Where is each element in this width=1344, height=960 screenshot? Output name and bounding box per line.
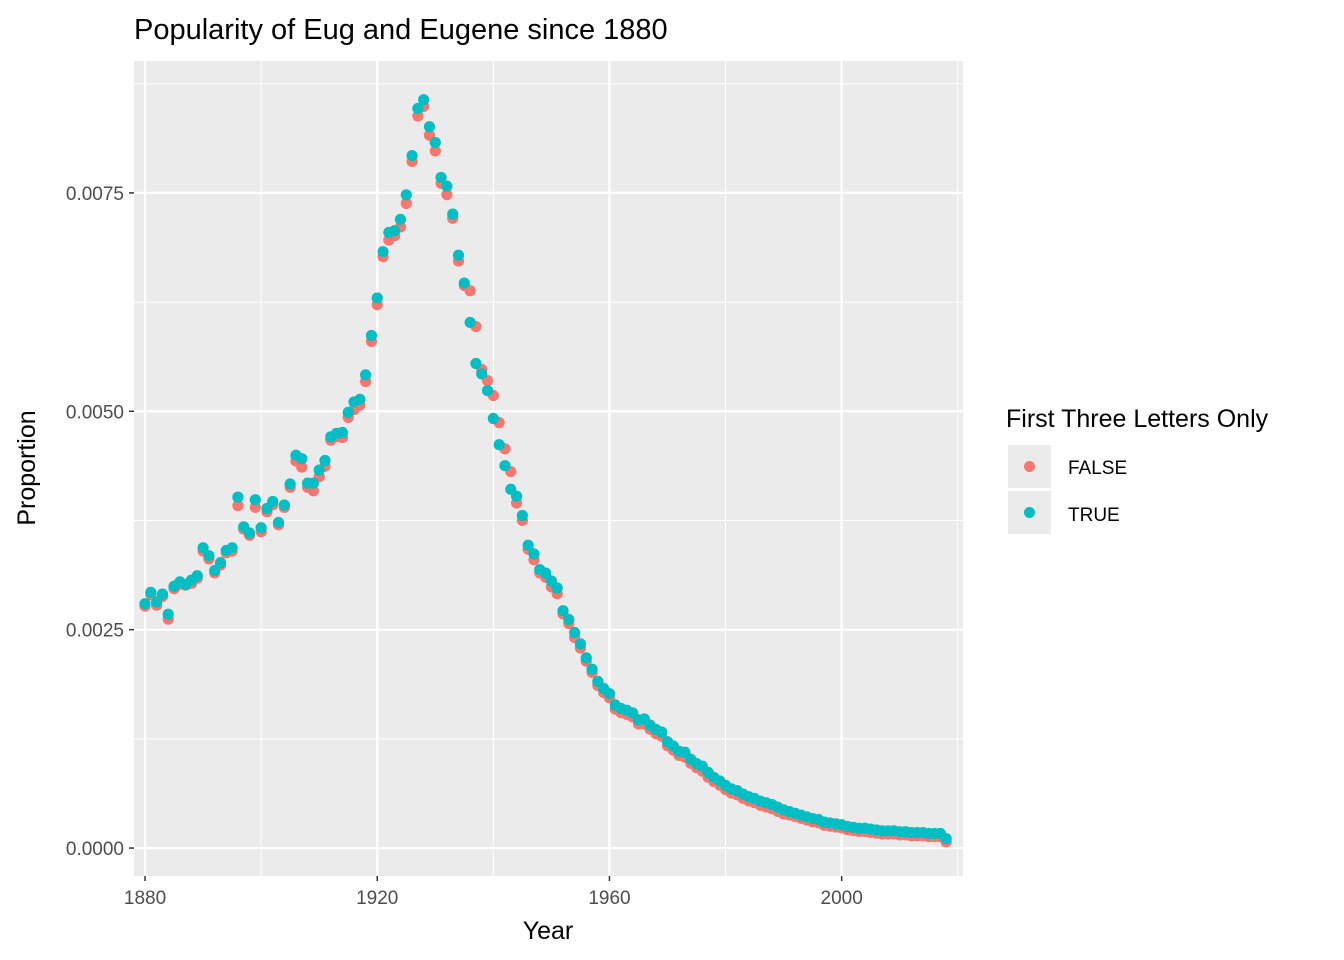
- point-true: [191, 570, 203, 582]
- chart-title: Popularity of Eug and Eugene since 1880: [134, 14, 668, 46]
- point-false: [296, 461, 308, 473]
- point-true: [377, 246, 389, 258]
- point-true: [272, 516, 285, 529]
- legend-key-true-point: [1024, 507, 1035, 518]
- point-true: [360, 369, 372, 381]
- point-true: [458, 277, 470, 289]
- point-true: [226, 542, 238, 554]
- point-true: [284, 478, 296, 490]
- point-true: [510, 490, 523, 502]
- point-true: [586, 663, 598, 675]
- major-gridlines: [134, 61, 963, 876]
- y-tick-label: 0.0025: [66, 621, 124, 642]
- point-true: [499, 460, 511, 472]
- point-true: [296, 453, 308, 465]
- x-axis: 1880 1920 1960 2000: [124, 876, 863, 909]
- x-tick-label: 1920: [356, 888, 398, 909]
- y-tick-label: 0.0000: [66, 839, 124, 860]
- point-true: [603, 688, 616, 700]
- point-false: [232, 500, 244, 512]
- point-true: [429, 136, 441, 149]
- point-true: [371, 292, 383, 304]
- point-true: [267, 495, 279, 508]
- point-true: [528, 548, 540, 560]
- point-true: [412, 102, 424, 115]
- legend-title: First Three Letters Only: [1006, 405, 1269, 433]
- x-tick-label: 2000: [821, 888, 863, 909]
- point-true: [423, 121, 436, 133]
- point-true: [580, 652, 592, 664]
- point-false: [400, 197, 412, 209]
- y-axis: 0.0000 0.0025 0.0050 0.0075: [66, 184, 134, 860]
- data-points: [139, 94, 952, 848]
- point-true: [569, 626, 581, 639]
- point-true: [249, 494, 261, 506]
- x-axis-title: Year: [523, 917, 574, 945]
- point-true: [319, 454, 331, 467]
- y-tick-label: 0.0075: [66, 184, 124, 205]
- point-true: [441, 180, 453, 192]
- point-false: [441, 189, 453, 201]
- y-tick-label: 0.0050: [66, 402, 124, 423]
- legend-label-false: FALSE: [1068, 458, 1127, 479]
- point-true: [243, 527, 256, 539]
- point-true: [940, 833, 952, 845]
- minor-gridlines: [134, 61, 963, 876]
- point-true: [464, 316, 476, 329]
- point-true: [209, 564, 221, 577]
- point-true: [255, 522, 267, 534]
- point-true: [278, 499, 290, 511]
- point-true: [214, 557, 227, 569]
- point-true: [452, 249, 465, 261]
- point-true: [232, 491, 244, 503]
- point-true: [418, 94, 430, 106]
- point-true: [342, 406, 354, 419]
- point-true: [313, 464, 325, 476]
- point-true: [394, 213, 407, 225]
- point-true: [522, 539, 534, 551]
- point-false: [464, 285, 476, 297]
- point-true: [151, 596, 163, 608]
- point-true: [365, 329, 378, 342]
- point-true: [481, 384, 494, 397]
- point-true: [470, 357, 482, 370]
- point-true: [487, 412, 499, 425]
- point-true: [557, 605, 569, 617]
- point-true: [563, 613, 575, 626]
- point-true: [139, 598, 151, 610]
- point-true: [197, 542, 209, 554]
- point-true: [551, 582, 563, 594]
- point-true: [476, 368, 488, 380]
- point-true: [389, 225, 401, 237]
- legend-key-false-point: [1024, 461, 1035, 472]
- point-true: [307, 477, 319, 489]
- point-true: [336, 426, 349, 439]
- x-tick-label: 1880: [124, 888, 166, 909]
- point-true: [447, 208, 459, 220]
- point-true: [145, 586, 157, 598]
- point-true: [406, 149, 418, 162]
- point-true: [574, 638, 587, 650]
- point-true: [516, 509, 528, 522]
- point-true: [539, 567, 552, 579]
- plot-panel: [134, 61, 963, 876]
- point-false: [429, 145, 441, 157]
- point-true: [354, 393, 366, 405]
- legend: First Three Letters Only FALSE TRUE: [1006, 405, 1269, 534]
- point-true: [400, 189, 412, 201]
- legend-label-true: TRUE: [1068, 505, 1120, 526]
- point-true: [493, 439, 505, 451]
- point-true: [156, 588, 169, 600]
- point-true: [203, 550, 215, 562]
- point-true: [435, 171, 447, 184]
- point-true: [162, 608, 174, 620]
- point-true: [656, 726, 668, 738]
- x-tick-label: 1960: [588, 888, 630, 909]
- y-axis-title: Proportion: [13, 410, 41, 525]
